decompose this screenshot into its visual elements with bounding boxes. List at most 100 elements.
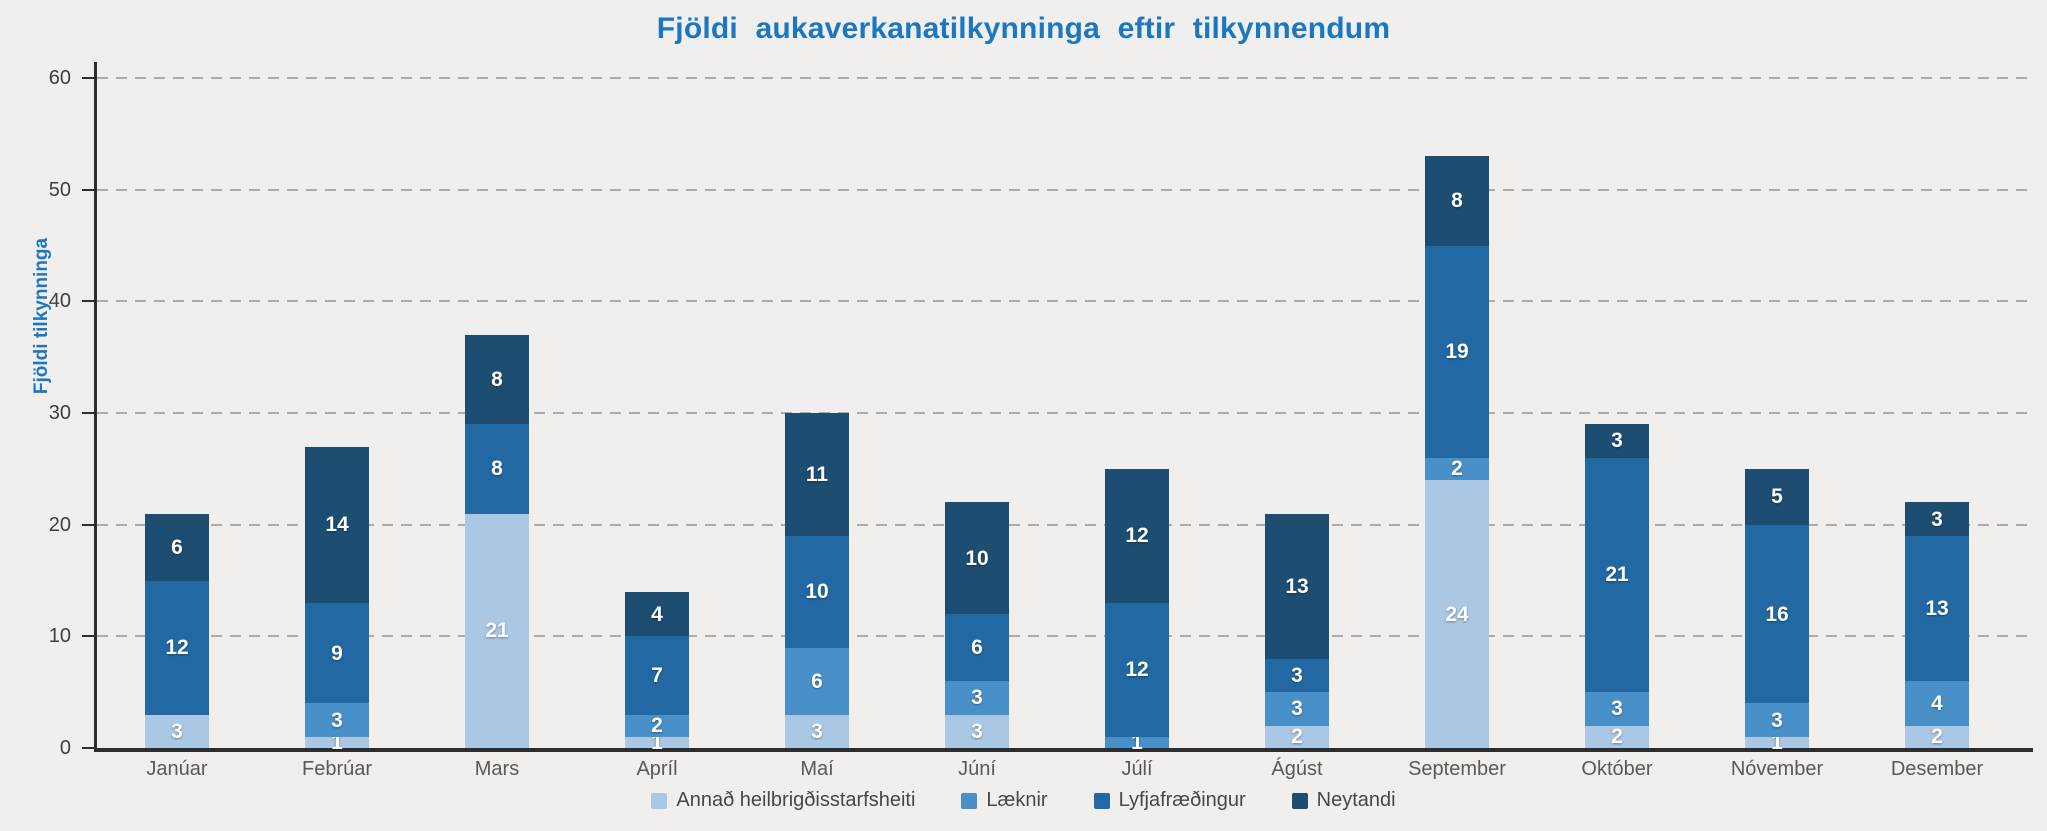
- legend-label: Annað heilbrigðisstarfsheiti: [676, 789, 916, 811]
- bar-segment-label: 12: [1125, 658, 1149, 682]
- y-axis-title: Fjöldi tilkynninga: [31, 237, 52, 395]
- bar-column: 1 3 9 14: [257, 78, 417, 753]
- bar-segment: 3: [945, 714, 1009, 748]
- bar-segment-label: 1: [331, 730, 343, 754]
- bar-segment-label: 1: [1131, 730, 1143, 754]
- bar-segment: 13: [1265, 513, 1329, 659]
- bar-segment-label: 3: [1931, 507, 1943, 531]
- bar-segment-label: 1: [651, 730, 663, 754]
- y-axis-tick: [82, 523, 94, 526]
- bar-segment-label: 2: [1611, 725, 1623, 749]
- y-tick-label: 40: [48, 290, 71, 313]
- bar-segment-label: 4: [651, 602, 663, 626]
- bar-segment: 1: [625, 732, 689, 753]
- bar-segment-label: 2: [1291, 725, 1303, 749]
- y-tick-label: 20: [48, 513, 71, 536]
- bar-segment: 2: [1905, 725, 1969, 749]
- month-label: Febrúar: [301, 758, 373, 780]
- y-tick-label: 0: [59, 737, 71, 759]
- bar-segment: 2: [1265, 725, 1329, 749]
- bar-segment-label: 3: [1611, 697, 1623, 721]
- bar-segment: 8: [465, 424, 529, 514]
- grid-line: [97, 412, 2031, 414]
- bar-segment: 9: [305, 602, 369, 704]
- bar-segment: 24: [1425, 480, 1489, 748]
- bar-segment-label: 8: [1451, 189, 1463, 213]
- bar-segment-label: 9: [331, 641, 343, 665]
- bar-segment-label: 3: [171, 719, 183, 743]
- bar-column: 1 12 12: [1057, 78, 1217, 753]
- bar-segment: 3: [1265, 692, 1329, 726]
- grid-line: [97, 77, 2031, 79]
- bar-segment-label: 13: [1925, 596, 1949, 620]
- bar-segment-label: 8: [491, 368, 503, 391]
- bar-segment-label: 3: [1611, 429, 1623, 453]
- bar-segment-label: 3: [1771, 708, 1783, 732]
- bar-segment-label: 16: [1765, 602, 1789, 626]
- bar-segment: 19: [1425, 245, 1489, 458]
- y-tick-label: 50: [48, 178, 71, 201]
- bar-column: 2 4 13 3: [1857, 78, 2017, 748]
- y-axis-tick: [82, 188, 94, 191]
- bar-segment-label: 10: [805, 580, 829, 604]
- y-axis-tick: [82, 747, 94, 749]
- bars-layer: 3 12 6 1 3 9 14 21 8 8 1 2 7 4 3 6 10 11 3 3 6 10 1 12 12 2 3 3 13 24…: [97, 78, 2017, 753]
- bar-segment-label: 3: [331, 708, 343, 732]
- bar-segment-label: 10: [965, 546, 989, 570]
- bar-column: 3 6 10 11: [737, 78, 897, 748]
- month-label: Október: [1581, 758, 1653, 780]
- x-axis-labels: Janúar Febrúar Mars Apríl Maí Júní Júlí Ágúst Se…: [97, 758, 2017, 781]
- grid-line: [97, 300, 2031, 303]
- bar-segment: 6: [945, 614, 1009, 681]
- month-label: Ágúst: [1271, 758, 1323, 780]
- bar-segment-label: 2: [1451, 457, 1463, 481]
- bar-segment: 2: [625, 714, 689, 738]
- bar-segment: 12: [1105, 468, 1169, 603]
- bar-segment: 21: [1585, 457, 1649, 693]
- bar-segment-label: 7: [651, 663, 663, 687]
- month-label: Desember: [1890, 758, 1984, 780]
- bar-column: 1 3 16 5: [1697, 78, 1857, 753]
- bar-segment-label: 5: [1771, 485, 1783, 509]
- bar-segment: 5: [1745, 468, 1809, 525]
- bar-segment-label: 2: [1931, 725, 1943, 749]
- legend-swatch: [1291, 792, 1308, 809]
- stacked-bar: 3 3 6 10: [945, 502, 1009, 748]
- plot-area: 0 10 20 30 40 50 60 3 12 6 1 3 9 14 21 8 8 1 2 7 4 3 6 10 11 3 3 6 1…: [49, 62, 2033, 759]
- legend-swatch: [651, 792, 668, 809]
- bar-segment-label: 6: [971, 636, 983, 659]
- stacked-bar: 24 2 19 8: [1425, 156, 1489, 748]
- bar-column: 3 12 6: [97, 78, 257, 748]
- stacked-bar: 3 12 6: [145, 513, 209, 748]
- y-axis-tick: [82, 300, 94, 303]
- legend-swatch: [1093, 792, 1110, 809]
- bar-segment: 8: [1425, 156, 1489, 246]
- y-axis-tick: [82, 77, 94, 79]
- bar-segment: 12: [145, 580, 209, 715]
- month-label: Maí: [800, 758, 834, 780]
- month-label: Júní: [958, 758, 996, 780]
- y-tick-label: 10: [48, 625, 71, 648]
- bar-segment-label: 6: [811, 669, 823, 693]
- y-axis-tick: [82, 635, 94, 638]
- chart-title: Fjöldi aukaverkanatilkynninga eftir tilk…: [656, 12, 1391, 45]
- legend-label: Neytandi: [1316, 789, 1396, 811]
- bar-segment-label: 13: [1285, 574, 1309, 598]
- bar-segment: 2: [1585, 725, 1649, 749]
- bar-segment: 10: [945, 502, 1009, 614]
- grid-line: [97, 523, 2031, 526]
- stacked-bar: 21 8 8: [465, 334, 529, 748]
- bar-segment: 3: [145, 714, 209, 748]
- bar-segment-label: 8: [491, 457, 503, 481]
- bar-segment: 8: [465, 334, 529, 425]
- month-label: Mars: [474, 758, 520, 780]
- bar-segment-label: 3: [971, 686, 983, 710]
- bar-segment-label: 3: [1291, 663, 1303, 687]
- month-label: Nóvember: [1730, 758, 1824, 780]
- bar-segment: 3: [1585, 424, 1649, 458]
- bar-segment-label: 21: [1605, 563, 1629, 587]
- bar-segment-label: 2: [651, 714, 663, 738]
- bar-segment-label: 19: [1445, 340, 1469, 364]
- bar-segment-label: 24: [1445, 602, 1469, 626]
